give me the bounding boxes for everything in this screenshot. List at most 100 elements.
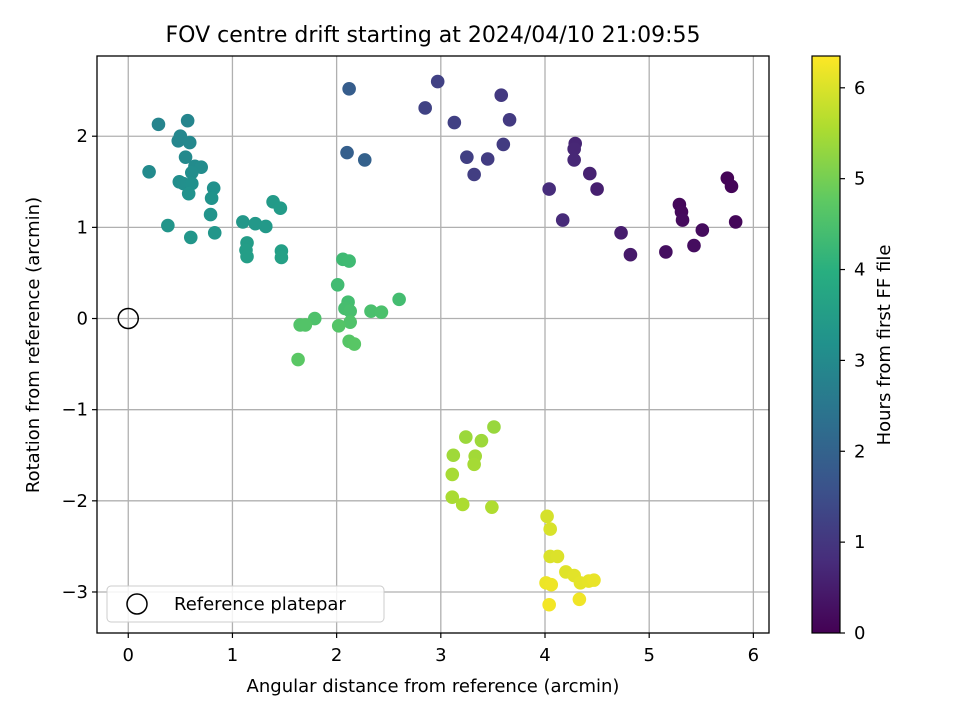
data-points — [142, 74, 743, 612]
colorbar-tick-label: 3 — [854, 350, 865, 371]
data-point — [418, 101, 432, 115]
data-point — [587, 573, 601, 587]
colorbar-tick-label: 4 — [854, 260, 865, 281]
data-point — [590, 182, 604, 196]
data-point — [181, 186, 196, 201]
data-point — [583, 166, 597, 181]
data-point — [474, 433, 489, 448]
data-point — [446, 448, 461, 463]
y-tick-label: −1 — [61, 400, 88, 421]
data-point — [364, 304, 378, 319]
data-point — [330, 277, 345, 292]
data-point — [274, 250, 289, 265]
data-point — [445, 467, 460, 482]
y-ticks: −3 −2 −1 0 1 2 — [61, 126, 97, 603]
x-ticks: 0 1 2 3 4 5 6 — [123, 633, 759, 666]
data-point — [182, 135, 197, 150]
data-point — [695, 223, 710, 237]
data-point — [724, 179, 739, 194]
data-point — [447, 115, 462, 130]
legend-entry: Reference platepar — [174, 594, 346, 615]
x-tick-label: 6 — [748, 645, 759, 666]
data-point — [185, 165, 199, 180]
data-point — [203, 207, 218, 222]
y-tick-label: −3 — [61, 582, 88, 603]
data-point — [342, 82, 356, 96]
data-point — [550, 549, 565, 564]
data-point — [342, 254, 356, 268]
data-point — [204, 191, 219, 205]
y-tick-label: −2 — [61, 491, 88, 512]
data-point — [687, 238, 701, 253]
y-axis-label: Rotation from reference (arcmin) — [23, 197, 44, 493]
data-point — [151, 117, 166, 132]
data-point — [343, 315, 357, 329]
data-point — [467, 457, 481, 472]
colorbar-gradient — [811, 55, 841, 634]
data-point — [544, 577, 559, 592]
data-point — [343, 304, 357, 319]
data-point — [567, 142, 581, 156]
reference-point — [117, 307, 140, 330]
data-point — [455, 497, 470, 512]
y-tick-label: 1 — [77, 217, 88, 238]
x-tick-label: 1 — [227, 645, 238, 666]
data-point — [331, 319, 346, 333]
data-point — [555, 213, 570, 227]
data-point — [494, 88, 509, 102]
chart-title: FOV centre drift starting at 2024/04/10 … — [166, 23, 701, 48]
data-point — [567, 153, 581, 167]
x-tick-label: 3 — [435, 645, 446, 666]
data-point — [728, 215, 743, 229]
data-point — [298, 318, 313, 332]
colorbar-tick-label: 2 — [854, 441, 865, 462]
data-point — [540, 509, 554, 524]
grid — [97, 56, 769, 633]
colorbar-tick-label: 0 — [854, 623, 865, 644]
data-point — [161, 218, 175, 233]
y-tick-label: 0 — [77, 309, 88, 330]
data-point — [496, 137, 511, 152]
data-point — [467, 167, 481, 182]
data-point — [659, 245, 673, 259]
data-point — [430, 74, 445, 89]
data-point — [542, 182, 556, 196]
data-point — [445, 490, 460, 504]
data-point — [291, 352, 305, 367]
data-point — [178, 150, 193, 164]
y-tick-label: 2 — [77, 126, 88, 147]
data-point — [487, 420, 501, 434]
data-point — [460, 150, 474, 164]
data-point — [502, 113, 517, 127]
plot-frame — [96, 55, 770, 634]
x-tick-label: 2 — [331, 645, 342, 666]
data-point — [183, 230, 198, 245]
colorbar-tick-label: 1 — [854, 532, 865, 553]
data-point — [180, 113, 195, 128]
data-point — [459, 430, 473, 444]
legend: Reference platepar — [106, 585, 385, 623]
data-point — [357, 153, 372, 167]
colorbar-ticks: 0 1 2 3 4 5 6 — [840, 78, 865, 644]
data-point — [273, 201, 288, 216]
x-tick-label: 5 — [643, 645, 654, 666]
data-point — [623, 247, 638, 262]
reference-marker — [117, 307, 140, 330]
data-point — [542, 597, 556, 612]
data-point — [392, 292, 406, 307]
data-point — [675, 213, 690, 227]
x-axis-label: Angular distance from reference (arcmin) — [247, 676, 620, 697]
data-point — [258, 219, 273, 234]
data-point — [374, 305, 389, 319]
data-point — [572, 592, 587, 607]
data-point — [240, 249, 254, 264]
colorbar-tick-label: 5 — [854, 169, 865, 190]
colorbar-tick-label: 6 — [854, 78, 865, 99]
data-point — [340, 145, 354, 160]
data-point — [248, 216, 263, 231]
legend-box — [106, 585, 385, 623]
data-point — [485, 500, 499, 515]
data-point — [142, 164, 156, 179]
data-point — [543, 522, 558, 536]
x-tick-label: 4 — [539, 645, 550, 666]
